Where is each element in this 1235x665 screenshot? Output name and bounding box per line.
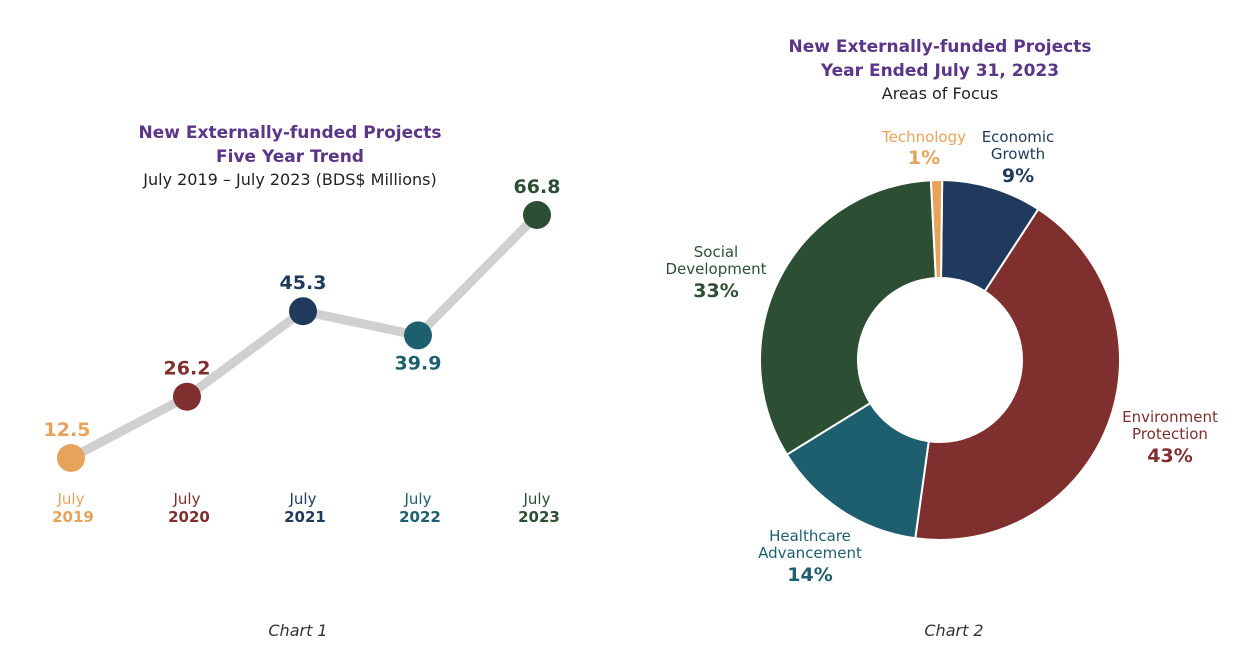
chart-1-caption: Chart 1	[268, 621, 328, 640]
x-tick-month: July	[289, 490, 317, 508]
pie-chart-subtitle: Year Ended July 31, 2023	[820, 61, 1060, 81]
slice-percent: 1%	[908, 147, 940, 169]
slice-label: Technology	[881, 128, 966, 146]
trend-line	[66, 210, 542, 463]
data-label: 26.2	[164, 358, 211, 380]
slice-percent: 9%	[1002, 165, 1034, 187]
data-label: 39.9	[395, 352, 442, 374]
data-label: 66.8	[514, 176, 561, 198]
slice-label: Economic	[982, 128, 1055, 146]
x-tick-year: 2021	[284, 508, 326, 526]
donut-hole	[858, 278, 1022, 442]
x-tick-month: July	[57, 490, 85, 508]
line-chart-title-block: New Externally-funded Projects Five Year…	[100, 121, 480, 191]
line-chart-range: July 2019 – July 2023 (BDS$ Millions)	[143, 170, 437, 189]
x-tick-year: 2022	[399, 508, 441, 526]
data-point	[404, 321, 432, 350]
slice-label: Advancement	[758, 544, 862, 562]
chart-2-caption: Chart 2	[924, 621, 984, 640]
line-chart-title: New Externally-funded Projects	[138, 123, 442, 143]
slice-percent: 14%	[787, 564, 832, 586]
data-label: 45.3	[280, 272, 327, 294]
pie-chart-title: New Externally-funded Projects	[788, 37, 1092, 57]
slice-label: Growth	[991, 145, 1045, 163]
line-chart-subtitle: Five Year Trend	[216, 147, 364, 167]
slice-label: Protection	[1132, 425, 1208, 443]
x-tick-month: July	[523, 490, 551, 508]
data-point	[173, 382, 201, 411]
x-tick-month: July	[173, 490, 201, 508]
x-tick-month: July	[404, 490, 432, 508]
data-label: 12.5	[44, 419, 91, 441]
data-point	[523, 201, 551, 229]
data-point	[57, 444, 85, 472]
slice-label: Healthcare	[769, 527, 851, 545]
x-tick-year: 2023	[518, 508, 560, 526]
data-point	[289, 297, 317, 326]
slice-label: Development	[666, 260, 767, 278]
slice-label: Social	[694, 243, 738, 261]
slice-percent: 43%	[1147, 445, 1192, 467]
pie-chart-title-block: New Externally-funded Projects Year Ende…	[720, 35, 1160, 105]
pie-chart-focus: Areas of Focus	[881, 84, 999, 103]
slice-label: Environment	[1122, 408, 1218, 426]
slice-percent: 33%	[693, 280, 738, 302]
x-tick-year: 2020	[168, 508, 210, 526]
x-tick-year: 2019	[52, 508, 94, 526]
